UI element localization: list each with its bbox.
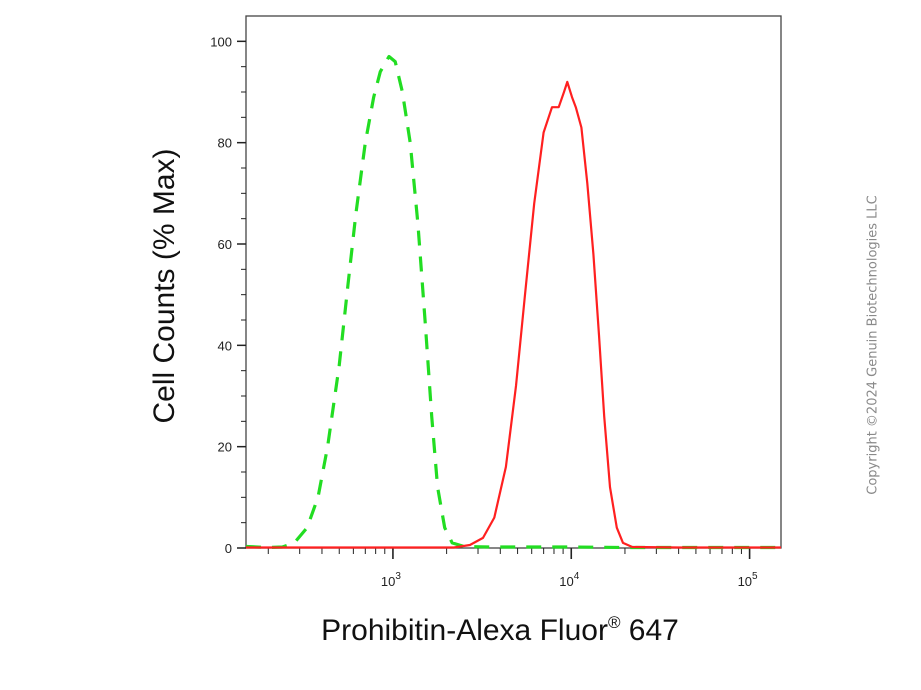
x-tick-base: 10 <box>559 574 573 589</box>
y-axis-title: Cell Counts (% Max) <box>148 148 181 423</box>
x-tick-label: 104 <box>559 571 579 589</box>
x-tick-base: 10 <box>381 574 395 589</box>
x-tick-exponent: 5 <box>752 571 758 582</box>
y-tick-label: 60 <box>218 237 232 252</box>
x-axis: 103 104 105 <box>267 548 758 589</box>
x-tick-label: 105 <box>738 571 758 589</box>
x-tick-base: 10 <box>738 574 752 589</box>
x-axis-title-main: Prohibitin-Alexa Fluor <box>321 614 608 647</box>
plot-frame <box>245 15 782 549</box>
y-axis: 0 20 40 60 80 100 <box>210 34 246 556</box>
x-axis-title-registered-mark: ® <box>608 613 621 632</box>
y-tick-label: 40 <box>218 338 232 353</box>
y-tick-label: 20 <box>218 440 232 455</box>
x-axis-title: Prohibitin-Alexa Fluor® 647 <box>321 613 679 647</box>
series-2-histogram-line <box>246 80 781 549</box>
series-1-histogram-line <box>245 54 781 550</box>
y-tick-label: 100 <box>210 34 232 49</box>
series-layer <box>245 54 781 550</box>
x-tick-exponent: 4 <box>574 571 580 582</box>
x-axis-title-suffix: 647 <box>620 614 678 647</box>
copyright-watermark: Copyright ©2024 Genuin Biotechnologies L… <box>865 195 881 495</box>
x-tick-label: 103 <box>381 571 401 589</box>
y-tick-label: 80 <box>218 136 232 151</box>
y-tick-label: 0 <box>225 541 232 556</box>
x-tick-exponent: 3 <box>395 571 401 582</box>
